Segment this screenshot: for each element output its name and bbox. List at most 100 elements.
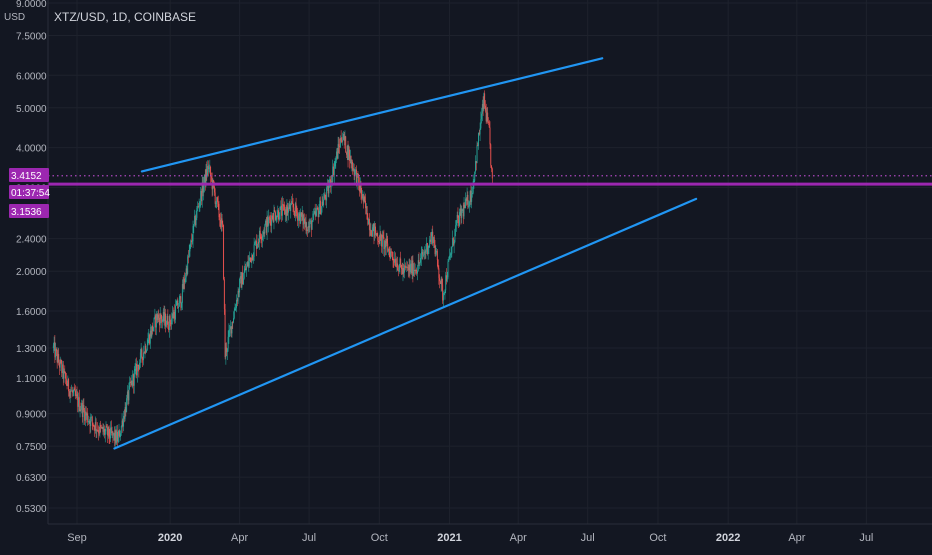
candle (202, 177, 204, 197)
candle (87, 408, 89, 426)
candle (181, 301, 183, 311)
candle (257, 234, 259, 249)
candle (129, 377, 131, 388)
candle (290, 202, 292, 219)
candle (368, 217, 370, 225)
candle (297, 207, 299, 227)
candle (136, 360, 138, 383)
candle (445, 271, 447, 294)
candle (400, 264, 402, 275)
candle (168, 321, 170, 333)
candle (397, 265, 399, 277)
y-tick-label: 4.0000 (16, 144, 47, 155)
candle (220, 212, 222, 232)
candle (376, 230, 378, 237)
candle (429, 235, 431, 248)
candle (393, 258, 395, 269)
candle (468, 200, 470, 213)
candle (109, 428, 111, 445)
candle (268, 209, 270, 233)
candle (486, 107, 488, 123)
candle (457, 207, 459, 224)
candle (236, 294, 238, 313)
candle (372, 223, 374, 232)
candle (452, 230, 454, 248)
candle (80, 402, 82, 412)
candle (410, 260, 412, 275)
candle (111, 426, 113, 439)
candle (482, 96, 484, 116)
trendline-upper-channel[interactable] (140, 57, 604, 173)
candle (241, 271, 243, 290)
candle (119, 429, 121, 438)
candle (252, 254, 254, 261)
candle (435, 244, 437, 257)
candle (73, 386, 75, 397)
candle (97, 422, 99, 432)
y-tick-label: 0.9000 (16, 410, 47, 421)
candle (95, 418, 97, 439)
candle (125, 402, 127, 417)
candle (182, 277, 184, 290)
candle (155, 313, 157, 335)
candle (147, 332, 149, 346)
candle (252, 252, 254, 264)
candle (380, 231, 382, 241)
candle (75, 389, 77, 399)
candle (449, 252, 451, 261)
candle (386, 233, 388, 247)
candle (173, 309, 175, 322)
candle (221, 214, 223, 232)
candle (287, 202, 289, 216)
candle (322, 196, 324, 206)
candle (430, 232, 432, 245)
candle (458, 215, 460, 229)
candle (262, 229, 264, 242)
candle (305, 214, 307, 234)
candle (90, 413, 92, 433)
trendline-lower-channel[interactable] (113, 197, 698, 450)
candle (297, 212, 299, 229)
candle (229, 320, 231, 337)
candle (164, 305, 166, 329)
candle (306, 222, 308, 236)
candle (284, 201, 286, 216)
candle (160, 312, 162, 324)
candle (114, 426, 116, 448)
candle (169, 314, 171, 327)
candle (355, 167, 357, 175)
candle (471, 187, 473, 198)
candle (315, 208, 317, 217)
candle (127, 389, 129, 406)
candle (151, 325, 153, 339)
candle (383, 229, 385, 256)
y-tick-label: 2.0000 (16, 267, 47, 278)
candle (145, 343, 147, 355)
candle (206, 161, 208, 181)
candle (178, 294, 180, 307)
candle (479, 122, 481, 141)
candle (410, 256, 412, 275)
candle (233, 307, 235, 320)
candle (388, 247, 389, 256)
candle (339, 138, 341, 154)
candle (422, 248, 424, 260)
candle (281, 197, 283, 222)
candle (207, 160, 209, 177)
candle (392, 252, 394, 268)
candle (362, 190, 363, 201)
candle (484, 100, 486, 113)
y-tick-label: 0.6300 (16, 473, 47, 484)
candle (362, 193, 364, 209)
x-tick-label: Oct (371, 532, 388, 544)
candle (152, 326, 154, 332)
last-price-label: 3.1536 (9, 204, 49, 218)
candle (446, 268, 447, 285)
candle (222, 220, 224, 228)
candle (172, 307, 174, 319)
candle (220, 212, 221, 230)
candle (405, 266, 407, 269)
candle (464, 202, 466, 209)
